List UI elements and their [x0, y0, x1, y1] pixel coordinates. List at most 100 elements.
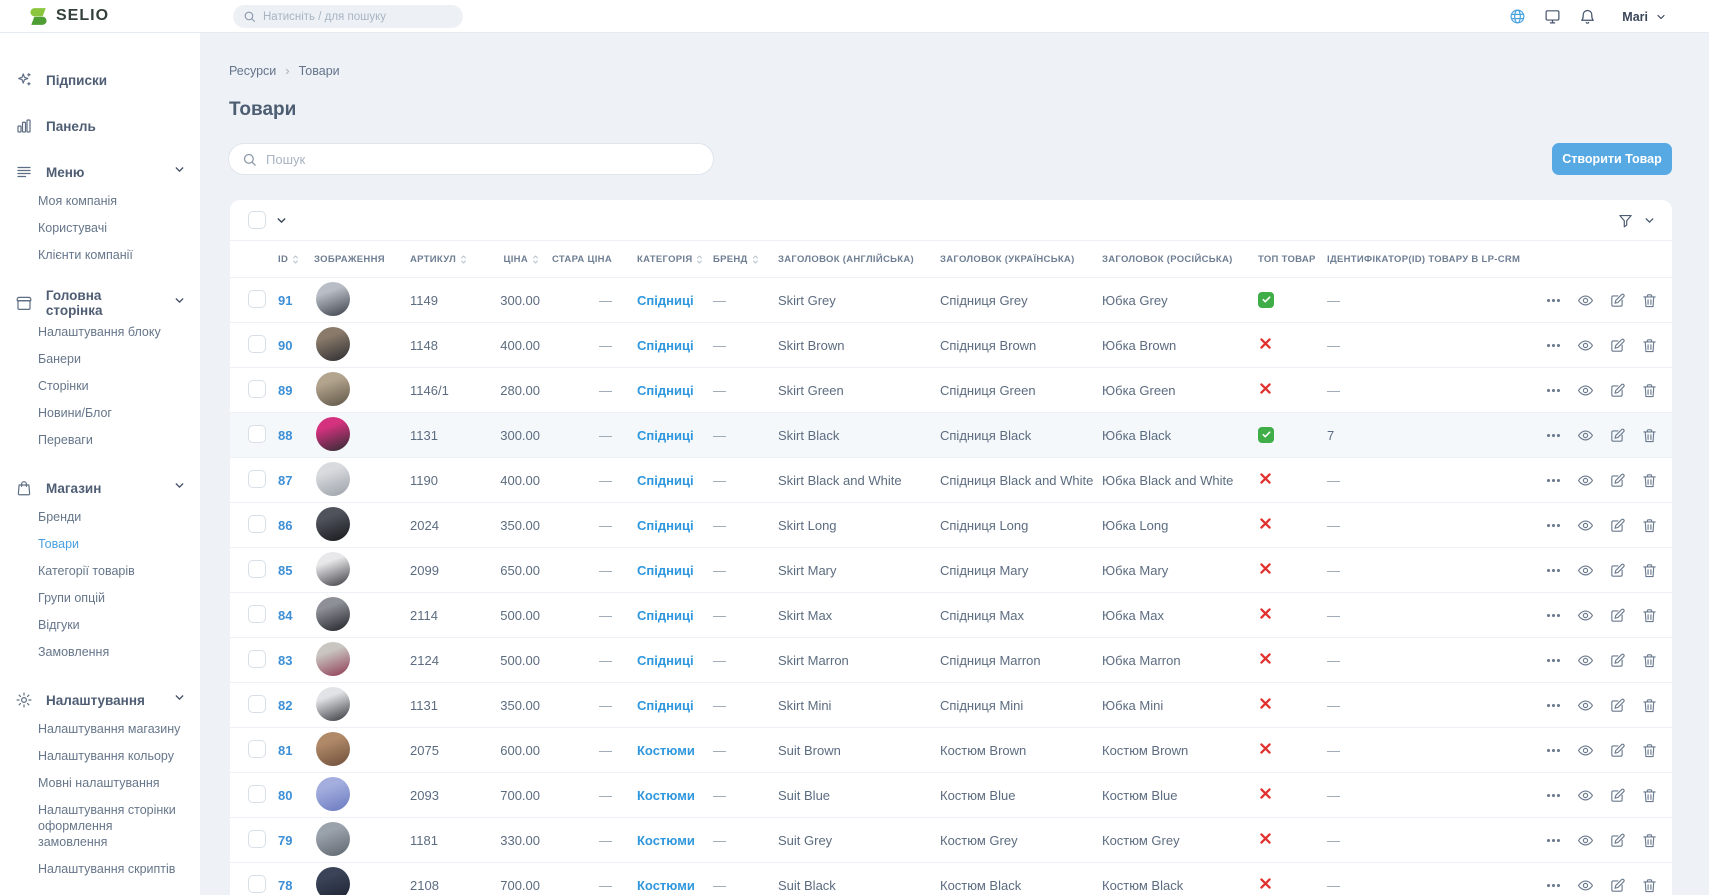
view-button[interactable] — [1577, 787, 1594, 804]
user-menu[interactable]: Mari — [1622, 10, 1667, 24]
more-actions-button[interactable] — [1545, 877, 1562, 894]
category-link[interactable]: Костюми — [637, 787, 695, 803]
category-link[interactable]: Спідниці — [637, 562, 694, 578]
product-id-link[interactable]: 86 — [278, 517, 293, 533]
delete-button[interactable] — [1641, 472, 1658, 489]
more-actions-button[interactable] — [1545, 832, 1562, 849]
sidebar-item-orders[interactable]: Замовлення — [38, 644, 110, 659]
delete-button[interactable] — [1641, 517, 1658, 534]
delete-button[interactable] — [1641, 877, 1658, 894]
sort-icon[interactable] — [459, 254, 468, 265]
product-id-link[interactable]: 88 — [278, 427, 293, 443]
row-checkbox[interactable] — [248, 289, 266, 308]
edit-button[interactable] — [1609, 292, 1626, 309]
sidebar-item-news-blog[interactable]: Новини/Блог — [38, 405, 112, 420]
category-link[interactable]: Спідниці — [637, 517, 694, 533]
edit-button[interactable] — [1609, 562, 1626, 579]
row-checkbox[interactable] — [248, 829, 266, 848]
row-checkbox[interactable] — [248, 694, 266, 713]
product-id-link[interactable]: 84 — [278, 607, 293, 623]
sidebar-item-product-categories[interactable]: Категорії товарів — [38, 563, 135, 578]
view-button[interactable] — [1577, 742, 1594, 759]
delete-button[interactable] — [1641, 742, 1658, 759]
breadcrumb-resources[interactable]: Ресурси — [229, 63, 277, 78]
sidebar-item-block-settings[interactable]: Налаштування блоку — [38, 324, 161, 339]
column-header[interactable]: БРЕНД — [710, 254, 778, 265]
sidebar-item-advantages[interactable]: Переваги — [38, 432, 93, 447]
edit-button[interactable] — [1609, 472, 1626, 489]
category-link[interactable]: Спідниці — [637, 382, 694, 398]
row-checkbox[interactable] — [248, 784, 266, 803]
global-search-input[interactable] — [263, 10, 453, 23]
sidebar-item-homepage[interactable]: Головна сторінка — [0, 288, 200, 318]
row-checkbox[interactable] — [248, 649, 266, 668]
language-globe-icon[interactable] — [1509, 8, 1526, 25]
category-link[interactable]: Спідниці — [637, 652, 694, 668]
product-id-link[interactable]: 90 — [278, 337, 293, 353]
sort-icon[interactable] — [751, 254, 760, 265]
edit-button[interactable] — [1609, 382, 1626, 399]
monitor-icon[interactable] — [1544, 8, 1561, 25]
sidebar-item-shop-settings[interactable]: Налаштування магазину — [38, 721, 181, 736]
edit-button[interactable] — [1609, 742, 1626, 759]
row-checkbox[interactable] — [248, 874, 266, 893]
delete-button[interactable] — [1641, 337, 1658, 354]
row-checkbox[interactable] — [248, 559, 266, 578]
more-actions-button[interactable] — [1545, 472, 1562, 489]
product-id-link[interactable]: 85 — [278, 562, 293, 578]
edit-button[interactable] — [1609, 427, 1626, 444]
sidebar-item-users[interactable]: Користувачі — [38, 220, 108, 235]
filter-funnel-icon[interactable] — [1617, 212, 1634, 229]
edit-button[interactable] — [1609, 787, 1626, 804]
edit-button[interactable] — [1609, 652, 1626, 669]
view-button[interactable] — [1577, 337, 1594, 354]
more-actions-button[interactable] — [1545, 742, 1562, 759]
view-button[interactable] — [1577, 877, 1594, 894]
row-checkbox[interactable] — [248, 739, 266, 758]
brand-logo[interactable]: SELIO — [28, 6, 109, 27]
category-link[interactable]: Спідниці — [637, 697, 694, 713]
category-link[interactable]: Спідниці — [637, 427, 694, 443]
sort-icon[interactable] — [531, 254, 540, 265]
more-actions-button[interactable] — [1545, 607, 1562, 624]
product-id-link[interactable]: 83 — [278, 652, 293, 668]
create-product-button[interactable]: Створити Товар — [1552, 143, 1672, 175]
edit-button[interactable] — [1609, 832, 1626, 849]
delete-button[interactable] — [1641, 382, 1658, 399]
column-header[interactable]: КАТЕГОРІЯ — [612, 254, 710, 265]
sidebar-item-banners[interactable]: Банери — [38, 351, 81, 366]
filter-chevron-icon[interactable] — [1643, 214, 1656, 227]
edit-button[interactable] — [1609, 607, 1626, 624]
delete-button[interactable] — [1641, 652, 1658, 669]
product-id-link[interactable]: 78 — [278, 877, 293, 893]
bulk-actions-chevron-icon[interactable] — [275, 214, 288, 227]
category-link[interactable]: Спідниці — [637, 472, 694, 488]
sidebar-item-my-company[interactable]: Моя компанія — [38, 193, 118, 208]
category-link[interactable]: Костюми — [637, 742, 695, 758]
delete-button[interactable] — [1641, 292, 1658, 309]
edit-button[interactable] — [1609, 517, 1626, 534]
sidebar-item-checkout-page-settings[interactable]: Налаштування сторінки оформлення замовле… — [38, 802, 176, 849]
view-button[interactable] — [1577, 517, 1594, 534]
category-link[interactable]: Спідниці — [637, 337, 694, 353]
product-id-link[interactable]: 80 — [278, 787, 293, 803]
row-checkbox[interactable] — [248, 424, 266, 443]
delete-button[interactable] — [1641, 832, 1658, 849]
view-button[interactable] — [1577, 652, 1594, 669]
column-header[interactable]: ID — [278, 254, 314, 265]
delete-button[interactable] — [1641, 562, 1658, 579]
view-button[interactable] — [1577, 382, 1594, 399]
product-id-link[interactable]: 79 — [278, 832, 293, 848]
row-checkbox[interactable] — [248, 604, 266, 623]
more-actions-button[interactable] — [1545, 517, 1562, 534]
view-button[interactable] — [1577, 607, 1594, 624]
row-checkbox[interactable] — [248, 514, 266, 533]
global-search[interactable] — [233, 5, 463, 28]
more-actions-button[interactable] — [1545, 562, 1562, 579]
select-all-checkbox[interactable] — [248, 211, 266, 229]
edit-button[interactable] — [1609, 877, 1626, 894]
edit-button[interactable] — [1609, 337, 1626, 354]
sort-icon[interactable] — [695, 254, 704, 265]
view-button[interactable] — [1577, 697, 1594, 714]
delete-button[interactable] — [1641, 427, 1658, 444]
